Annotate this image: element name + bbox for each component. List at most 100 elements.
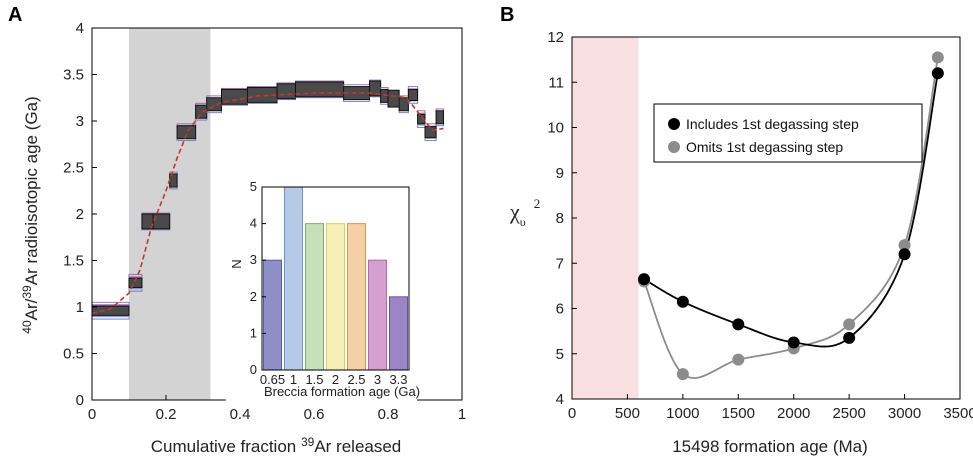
model-step-outline [128, 273, 143, 278]
y-tick-label: 4 [76, 20, 84, 37]
panel-a-model-curve [91, 92, 444, 315]
panel-b-legend: Includes 1st degassing step Omits 1st de… [653, 103, 923, 163]
x-tick-label: 2000 [777, 405, 810, 422]
panel-b-y-axis-label: χυ2 [509, 196, 540, 229]
x-tick-label: 0.8 [378, 406, 399, 423]
legend-label-includes: Includes 1st degassing step [686, 116, 859, 132]
measured-step-box [417, 113, 426, 125]
panel-a-inset-histogram: 0.65 1 1.5 2 2.5 3 3.3 0 1 2 3 4 5 Breccia formatio… [226, 179, 420, 402]
inset-y-tick-label: 0 [250, 362, 257, 377]
y-tick-label: 0.5 [63, 346, 84, 363]
series-point-0 [931, 67, 944, 80]
panel-b-series-points [638, 51, 944, 381]
measured-step-box [195, 104, 208, 119]
legend-marker-omits [668, 141, 680, 153]
x-tick-label: 1000 [666, 405, 699, 422]
y-tick-label: 3 [76, 113, 84, 130]
y-tick-label: 1 [76, 299, 84, 316]
y-tick-label: 12 [547, 29, 564, 46]
panel-b-shaded-region [572, 37, 639, 399]
x-tick-label: 3500 [943, 405, 973, 422]
measured-step-box [152, 213, 171, 230]
y-tick-label: 4 [556, 391, 564, 408]
inset-y-axis-label: N [229, 259, 244, 268]
measured-step-box [387, 89, 400, 108]
x-tick-label: 3000 [888, 405, 921, 422]
x-tick-label: 500 [615, 405, 640, 422]
legend-box [653, 103, 923, 163]
inset-bar [389, 296, 408, 371]
panel-a-y-axis-label: 40Ar/39Ar radioisotopic age (Ga) [20, 96, 41, 333]
panel-b-label: B [500, 4, 514, 26]
panel-a-label: A [8, 4, 22, 26]
x-tick-label: 2500 [832, 405, 865, 422]
measured-step-box [435, 110, 445, 125]
inset-y-tick-label: 3 [250, 252, 257, 267]
x-tick-label: 0.4 [230, 406, 251, 423]
panel-a-y-ticks: 0 0.5 1 1.5 2 2.5 3 3.5 4 [63, 20, 97, 409]
measured-step-box [176, 125, 197, 140]
inset-x-tick-label: 3 [374, 372, 381, 387]
inset-bar [326, 223, 345, 371]
inset-x-tick-label: 0.65 [260, 372, 285, 387]
series-point-0 [787, 336, 800, 349]
inset-y-tick-label: 4 [250, 216, 257, 231]
y-tick-label: 10 [547, 120, 564, 137]
model-step-outline [91, 301, 130, 306]
inset-bar [347, 223, 366, 371]
inset-y-tick-label: 1 [250, 325, 257, 340]
series-point-1 [931, 51, 944, 64]
measured-step-box [398, 97, 409, 112]
inset-y-tick-label: 2 [250, 289, 257, 304]
y-tick-label: 11 [548, 74, 564, 91]
series-point-0 [732, 318, 745, 331]
y-tick-label: 5 [556, 346, 564, 363]
legend-label-omits: Omits 1st degassing step [686, 139, 843, 155]
inset-x-axis-label: Breccia formation age (Ga) [264, 384, 420, 399]
measured-step-box [295, 81, 345, 98]
x-tick-label: 0 [568, 405, 576, 422]
y-tick-label: 6 [556, 301, 564, 318]
inset-bars [263, 186, 408, 371]
inset-x-tick-label: 2 [332, 372, 339, 387]
y-tick-label: 9 [556, 165, 564, 182]
inset-bar [305, 223, 324, 371]
x-tick-label: 0 [88, 406, 96, 423]
x-tick-label: 0.6 [304, 406, 325, 423]
panel-b-x-axis-label: 15498 formation age (Ma) [672, 437, 868, 456]
legend-marker-includes [668, 118, 680, 130]
panel-a-x-axis-label: Cumulative fraction 39Ar released [151, 435, 402, 456]
measured-step-box [91, 305, 130, 316]
series-point-0 [638, 273, 651, 286]
panel-a: 0 0.2 0.4 0.6 0.8 1 0 0.5 1 1.5 2 2.5 3 3.5 4 Cumulat… [20, 20, 466, 456]
y-tick-label: 3.5 [63, 67, 84, 84]
y-tick-label: 0 [76, 392, 84, 409]
y-tick-label: 8 [556, 210, 564, 227]
x-tick-label: 1500 [722, 405, 755, 422]
inset-bar [368, 259, 387, 371]
inset-x-tick-label: 3.3 [389, 372, 407, 387]
measured-step-box [276, 83, 296, 100]
inset-x-tick-label: 1.5 [305, 372, 323, 387]
series-point-1 [732, 353, 745, 366]
x-tick-label: 1 [458, 406, 466, 423]
series-point-0 [676, 295, 689, 308]
x-tick-label: 0.2 [156, 406, 177, 423]
inset-bar [284, 186, 303, 371]
panel-b-x-ticks: 0 500 1000 1500 2000 2500 3000 3500 [568, 394, 973, 422]
inset-frame [261, 186, 410, 371]
inset-x-tick-label: 2.5 [347, 372, 365, 387]
y-tick-label: 2.5 [63, 160, 84, 177]
inset-x-ticks: 0.65 1 1.5 2 2.5 3 3.3 [260, 372, 408, 387]
measured-step-box [407, 88, 419, 102]
inset-bar [263, 259, 282, 371]
y-tick-label: 7 [556, 255, 564, 272]
series-point-1 [898, 239, 911, 252]
series-point-0 [843, 331, 856, 344]
series-point-1 [843, 318, 856, 331]
inset-y-ticks: 0 1 2 3 4 5 [250, 179, 266, 377]
inset-y-tick-label: 5 [250, 179, 257, 194]
inset-x-tick-label: 1 [290, 372, 297, 387]
